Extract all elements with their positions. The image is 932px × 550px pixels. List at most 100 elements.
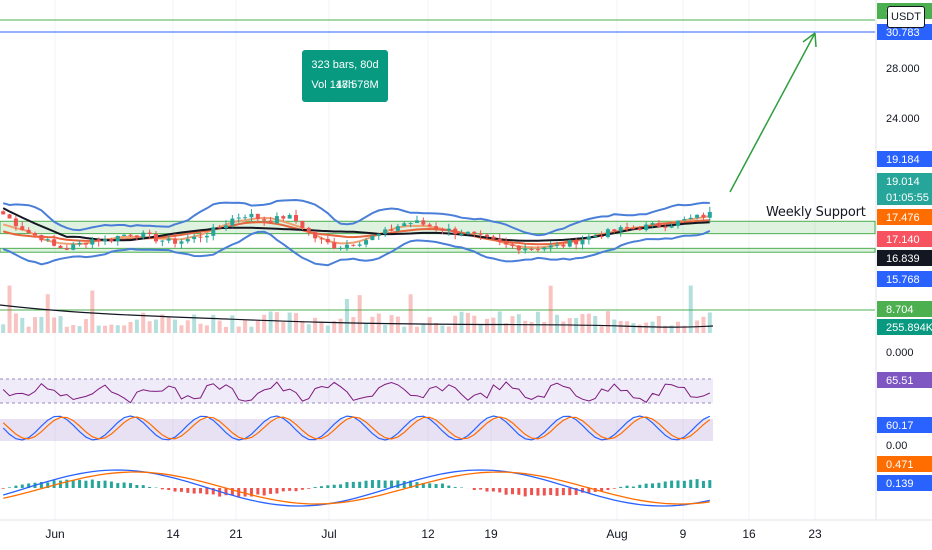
candlesticks[interactable]: [1, 206, 712, 255]
macd-hist-bar: [230, 488, 234, 496]
macd-hist-bar: [46, 482, 50, 488]
volume-bar: [109, 324, 114, 333]
quote-currency-badge[interactable]: USDT: [887, 6, 925, 28]
price-badge: [877, 301, 932, 317]
candle-body: [478, 233, 483, 235]
macd-hist-bar: [84, 480, 88, 488]
candle-body: [319, 238, 324, 240]
volume-bar: [52, 317, 57, 333]
macd-hist-bar: [199, 488, 203, 494]
volume-bar: [1, 324, 6, 333]
volume-bar: [504, 323, 509, 333]
candle-body: [440, 228, 445, 231]
macd-hist-bar: [561, 488, 565, 496]
volume-bar: [421, 323, 426, 333]
volume-bar: [402, 326, 407, 333]
candle-body: [669, 225, 674, 228]
candle-body: [535, 249, 540, 251]
macd-hist-bar: [447, 485, 451, 488]
grid: [54, 0, 816, 520]
candle-body: [580, 239, 585, 245]
macd-hist-bar: [549, 488, 553, 496]
macd-hist-bar: [670, 480, 674, 488]
candle-body: [631, 228, 636, 230]
rsi-pane: [0, 378, 713, 404]
candle-body: [223, 225, 228, 229]
volume-bar: [249, 326, 254, 333]
volume-bar: [192, 314, 197, 333]
macd-hist-bar: [288, 488, 292, 491]
macd-hist-bar: [555, 488, 559, 496]
macd-hist-bar: [14, 485, 18, 488]
macd-hist-bar: [186, 488, 190, 493]
volume-bar: [516, 314, 521, 333]
price-badge: [877, 189, 932, 205]
volume-bar: [179, 325, 184, 333]
macd-hist-bar: [39, 481, 43, 488]
candle-body: [160, 240, 165, 242]
macd-hist-bar: [332, 484, 336, 488]
volume-pane: [0, 285, 714, 333]
candle-body: [688, 217, 693, 220]
macd-hist-bar: [587, 488, 591, 494]
volume-bar: [618, 320, 623, 333]
candle-body: [567, 240, 572, 247]
candle-body: [262, 219, 267, 221]
time-tick-label: 12: [421, 527, 435, 541]
indicator-badge: [877, 417, 932, 433]
price-badge-label: 01:05:55: [886, 192, 929, 204]
volume-bar: [96, 325, 101, 333]
candle-body: [20, 226, 25, 230]
volume-bar: [555, 314, 560, 333]
volume-bar: [71, 325, 76, 333]
candle-body: [58, 245, 63, 249]
time-axis[interactable]: Jun 14 21 Jul 12 19 Aug 9 16 23: [0, 519, 932, 541]
candle-body: [414, 220, 419, 223]
arrow-shaft: [729, 32, 816, 193]
lower-support-zone: [0, 247, 876, 253]
candle-body: [370, 235, 375, 241]
macd-hist-bar: [237, 488, 241, 497]
macd-hist-bar: [307, 488, 311, 489]
macd-hist-bar: [8, 487, 12, 488]
volume-bar: [383, 324, 388, 333]
macd-hist-bar: [160, 488, 164, 490]
macd-hist-bar: [116, 483, 120, 488]
candle-body: [625, 227, 630, 229]
candle-body: [675, 220, 680, 226]
macd-hist-bar: [600, 488, 604, 492]
price-badge: [877, 209, 932, 225]
volume-bar: [319, 321, 324, 333]
volume-bar: [103, 325, 108, 333]
macd-hist-bar: [708, 480, 712, 488]
macd-hist-bar: [370, 480, 374, 488]
candle-body: [179, 241, 184, 244]
macd-pane: [1, 469, 712, 507]
macd-hist-bar: [631, 486, 635, 488]
candle-body: [77, 242, 82, 245]
price-badge: [877, 250, 932, 266]
projection-arrow[interactable]: [729, 32, 817, 193]
macd-hist-bar: [390, 480, 394, 488]
macd-hist-bar: [568, 488, 572, 496]
macd-hist-bar: [542, 488, 546, 496]
macd-hist-bar: [179, 488, 183, 492]
candle-body: [332, 242, 337, 249]
candle-body: [1, 211, 6, 215]
candle-body: [612, 229, 617, 232]
candle-body: [357, 244, 362, 246]
arrow-head: [802, 32, 817, 48]
candle-body: [446, 228, 451, 231]
candle-body: [605, 229, 610, 238]
volume-bar: [230, 315, 235, 333]
candle-body: [287, 215, 292, 219]
price-axis[interactable]: 28.00024.000330.78319.18419.01401:05:551…: [875, 0, 932, 520]
volume-bar: [529, 322, 534, 333]
candle-body: [268, 220, 273, 224]
stoch-k-line: [2, 415, 711, 441]
candle-body: [134, 235, 139, 238]
bollinger-upper: [2, 198, 710, 237]
macd-hist-bar: [453, 487, 457, 488]
